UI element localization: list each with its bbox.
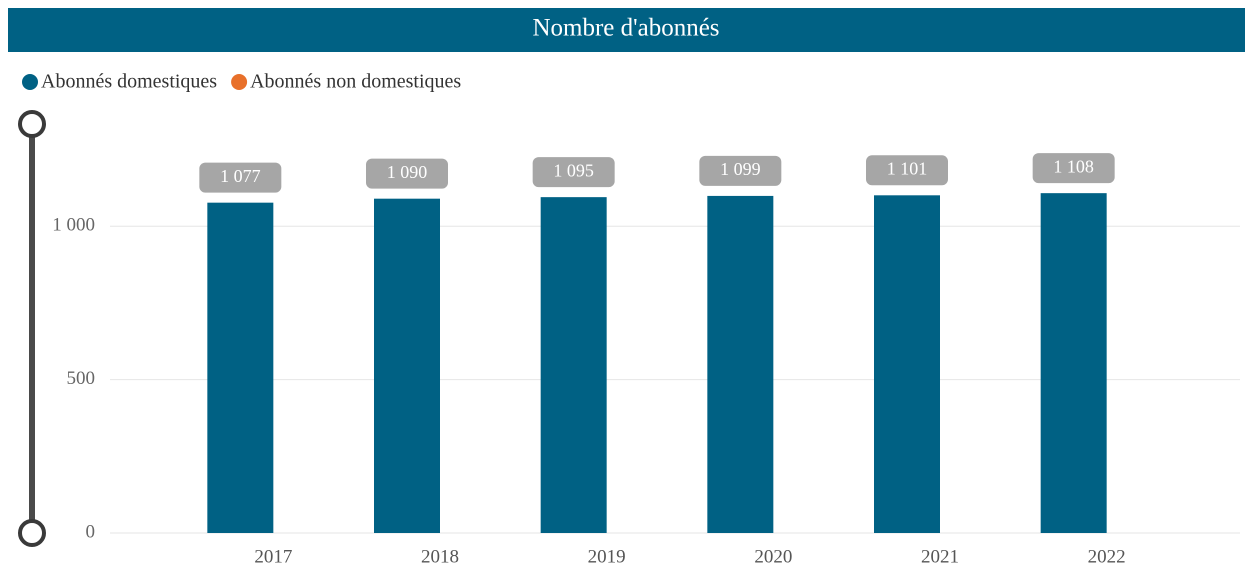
data-label-box bbox=[699, 155, 782, 186]
legend-label: Abonnés domestiques bbox=[41, 71, 217, 93]
data-label-box bbox=[1032, 153, 1115, 184]
bar bbox=[874, 195, 940, 533]
range-slider-handle[interactable] bbox=[18, 519, 46, 547]
bar bbox=[1040, 193, 1107, 533]
y-tick-label: 1 000 bbox=[52, 215, 95, 236]
data-label: 1 077 bbox=[220, 166, 261, 186]
bar bbox=[540, 197, 607, 534]
legend-item[interactable]: Abonnés non domestiques bbox=[231, 71, 461, 93]
data-label-box bbox=[199, 162, 282, 193]
y-tick-label: 0 bbox=[86, 521, 96, 542]
y-tick-label: 500 bbox=[67, 368, 96, 389]
x-tick-label: 2017 bbox=[254, 546, 292, 567]
data-label: 1 101 bbox=[887, 158, 928, 178]
data-label-box bbox=[532, 157, 615, 188]
title-bar bbox=[8, 8, 1245, 52]
data-label: 1 090 bbox=[387, 162, 428, 182]
x-tick-label: 2021 bbox=[921, 546, 959, 567]
data-label: 1 099 bbox=[720, 159, 761, 179]
x-tick-label: 2019 bbox=[588, 546, 626, 567]
range-slider-handle[interactable] bbox=[18, 110, 46, 138]
data-label: 1 095 bbox=[553, 160, 594, 180]
bar bbox=[207, 202, 274, 533]
legend-item[interactable]: Abonnés domestiques bbox=[22, 71, 217, 93]
x-tick-label: 2022 bbox=[1088, 546, 1126, 567]
x-tick-label: 2018 bbox=[421, 546, 459, 567]
x-tick-label: 2020 bbox=[754, 546, 792, 567]
data-label-box bbox=[866, 155, 948, 186]
legend-marker bbox=[231, 74, 248, 90]
data-label: 1 108 bbox=[1053, 156, 1094, 176]
bar bbox=[707, 195, 774, 534]
data-label-box bbox=[366, 158, 448, 189]
legend-marker bbox=[22, 74, 38, 90]
legend-label: Abonnés non domestiques bbox=[250, 71, 461, 93]
bar bbox=[374, 198, 440, 533]
chart-title: Nombre d'abonnés bbox=[532, 15, 719, 42]
